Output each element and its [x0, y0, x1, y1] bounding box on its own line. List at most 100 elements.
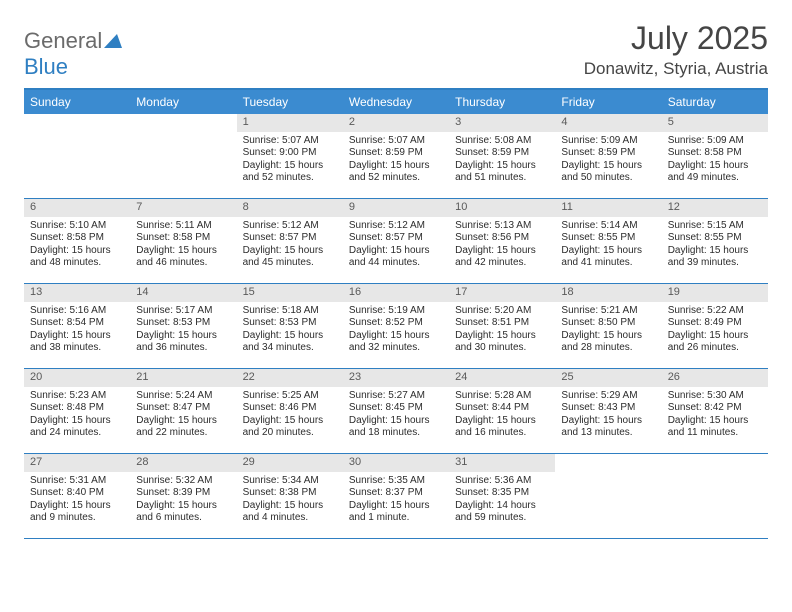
daylight-text: Daylight: 15 hours and 41 minutes. [561, 245, 655, 270]
day-number: 28 [130, 454, 236, 472]
day-cell: 29Sunrise: 5:34 AMSunset: 8:38 PMDayligh… [237, 454, 343, 538]
day-number: 24 [449, 369, 555, 387]
empty-day [555, 454, 661, 538]
daylight-text: Daylight: 15 hours and 45 minutes. [243, 245, 337, 270]
day-number: 11 [555, 199, 661, 217]
title-block: July 2025 Donawitz, Styria, Austria [584, 20, 768, 79]
day-cell: 2Sunrise: 5:07 AMSunset: 8:59 PMDaylight… [343, 114, 449, 198]
week-row: 1Sunrise: 5:07 AMSunset: 9:00 PMDaylight… [24, 114, 768, 199]
day-body: Sunrise: 5:25 AMSunset: 8:46 PMDaylight:… [237, 387, 343, 445]
week-row: 6Sunrise: 5:10 AMSunset: 8:58 PMDaylight… [24, 199, 768, 284]
day-body: Sunrise: 5:19 AMSunset: 8:52 PMDaylight:… [343, 302, 449, 360]
day-cell: 22Sunrise: 5:25 AMSunset: 8:46 PMDayligh… [237, 369, 343, 453]
sunset-text: Sunset: 8:49 PM [668, 317, 762, 330]
day-number: 19 [662, 284, 768, 302]
dow-cell: Friday [555, 90, 661, 114]
week-row: 20Sunrise: 5:23 AMSunset: 8:48 PMDayligh… [24, 369, 768, 454]
day-number: 9 [343, 199, 449, 217]
day-of-week-header: SundayMondayTuesdayWednesdayThursdayFrid… [24, 90, 768, 114]
sunrise-text: Sunrise: 5:10 AM [30, 220, 124, 233]
daylight-text: Daylight: 15 hours and 4 minutes. [243, 500, 337, 525]
day-cell: 21Sunrise: 5:24 AMSunset: 8:47 PMDayligh… [130, 369, 236, 453]
day-body: Sunrise: 5:08 AMSunset: 8:59 PMDaylight:… [449, 132, 555, 190]
sunrise-text: Sunrise: 5:09 AM [668, 135, 762, 148]
daylight-text: Daylight: 15 hours and 1 minute. [349, 500, 443, 525]
week-row: 13Sunrise: 5:16 AMSunset: 8:54 PMDayligh… [24, 284, 768, 369]
day-cell: 14Sunrise: 5:17 AMSunset: 8:53 PMDayligh… [130, 284, 236, 368]
week-row: 27Sunrise: 5:31 AMSunset: 8:40 PMDayligh… [24, 454, 768, 539]
day-body: Sunrise: 5:36 AMSunset: 8:35 PMDaylight:… [449, 472, 555, 530]
sunset-text: Sunset: 8:59 PM [455, 147, 549, 160]
day-body: Sunrise: 5:16 AMSunset: 8:54 PMDaylight:… [24, 302, 130, 360]
sunrise-text: Sunrise: 5:20 AM [455, 305, 549, 318]
daylight-text: Daylight: 15 hours and 28 minutes. [561, 330, 655, 355]
sunset-text: Sunset: 8:54 PM [30, 317, 124, 330]
daylight-text: Daylight: 15 hours and 52 minutes. [243, 160, 337, 185]
sunrise-text: Sunrise: 5:32 AM [136, 475, 230, 488]
sunrise-text: Sunrise: 5:12 AM [243, 220, 337, 233]
day-body: Sunrise: 5:15 AMSunset: 8:55 PMDaylight:… [662, 217, 768, 275]
sunset-text: Sunset: 8:58 PM [136, 232, 230, 245]
day-number: 1 [237, 114, 343, 132]
sunrise-text: Sunrise: 5:25 AM [243, 390, 337, 403]
day-body: Sunrise: 5:24 AMSunset: 8:47 PMDaylight:… [130, 387, 236, 445]
dow-cell: Monday [130, 90, 236, 114]
day-body: Sunrise: 5:10 AMSunset: 8:58 PMDaylight:… [24, 217, 130, 275]
day-body: Sunrise: 5:34 AMSunset: 8:38 PMDaylight:… [237, 472, 343, 530]
day-body: Sunrise: 5:12 AMSunset: 8:57 PMDaylight:… [343, 217, 449, 275]
day-number: 25 [555, 369, 661, 387]
daylight-text: Daylight: 14 hours and 59 minutes. [455, 500, 549, 525]
daylight-text: Daylight: 15 hours and 16 minutes. [455, 415, 549, 440]
day-cell: 30Sunrise: 5:35 AMSunset: 8:37 PMDayligh… [343, 454, 449, 538]
sunrise-text: Sunrise: 5:11 AM [136, 220, 230, 233]
day-cell: 25Sunrise: 5:29 AMSunset: 8:43 PMDayligh… [555, 369, 661, 453]
dow-cell: Sunday [24, 90, 130, 114]
day-number: 3 [449, 114, 555, 132]
empty-day [130, 114, 236, 198]
day-body: Sunrise: 5:07 AMSunset: 9:00 PMDaylight:… [237, 132, 343, 190]
day-cell: 7Sunrise: 5:11 AMSunset: 8:58 PMDaylight… [130, 199, 236, 283]
sunrise-text: Sunrise: 5:30 AM [668, 390, 762, 403]
day-number: 13 [24, 284, 130, 302]
sunset-text: Sunset: 8:45 PM [349, 402, 443, 415]
sunset-text: Sunset: 8:57 PM [349, 232, 443, 245]
month-title: July 2025 [584, 20, 768, 57]
day-number: 4 [555, 114, 661, 132]
day-number: 21 [130, 369, 236, 387]
sunrise-text: Sunrise: 5:36 AM [455, 475, 549, 488]
header: General Blue July 2025 Donawitz, Styria,… [24, 20, 768, 80]
day-cell: 5Sunrise: 5:09 AMSunset: 8:58 PMDaylight… [662, 114, 768, 198]
day-number: 22 [237, 369, 343, 387]
daylight-text: Daylight: 15 hours and 38 minutes. [30, 330, 124, 355]
sunset-text: Sunset: 8:55 PM [668, 232, 762, 245]
sunrise-text: Sunrise: 5:17 AM [136, 305, 230, 318]
daylight-text: Daylight: 15 hours and 9 minutes. [30, 500, 124, 525]
day-cell: 8Sunrise: 5:12 AMSunset: 8:57 PMDaylight… [237, 199, 343, 283]
daylight-text: Daylight: 15 hours and 52 minutes. [349, 160, 443, 185]
daylight-text: Daylight: 15 hours and 22 minutes. [136, 415, 230, 440]
sunset-text: Sunset: 9:00 PM [243, 147, 337, 160]
sunrise-text: Sunrise: 5:13 AM [455, 220, 549, 233]
day-body: Sunrise: 5:29 AMSunset: 8:43 PMDaylight:… [555, 387, 661, 445]
daylight-text: Daylight: 15 hours and 50 minutes. [561, 160, 655, 185]
sunrise-text: Sunrise: 5:09 AM [561, 135, 655, 148]
sunrise-text: Sunrise: 5:27 AM [349, 390, 443, 403]
day-number: 14 [130, 284, 236, 302]
day-number: 5 [662, 114, 768, 132]
sunset-text: Sunset: 8:40 PM [30, 487, 124, 500]
day-cell: 16Sunrise: 5:19 AMSunset: 8:52 PMDayligh… [343, 284, 449, 368]
sunrise-text: Sunrise: 5:07 AM [349, 135, 443, 148]
day-body: Sunrise: 5:17 AMSunset: 8:53 PMDaylight:… [130, 302, 236, 360]
daylight-text: Daylight: 15 hours and 44 minutes. [349, 245, 443, 270]
day-cell: 20Sunrise: 5:23 AMSunset: 8:48 PMDayligh… [24, 369, 130, 453]
day-body: Sunrise: 5:09 AMSunset: 8:58 PMDaylight:… [662, 132, 768, 190]
day-body: Sunrise: 5:18 AMSunset: 8:53 PMDaylight:… [237, 302, 343, 360]
daylight-text: Daylight: 15 hours and 30 minutes. [455, 330, 549, 355]
day-cell: 18Sunrise: 5:21 AMSunset: 8:50 PMDayligh… [555, 284, 661, 368]
sunrise-text: Sunrise: 5:24 AM [136, 390, 230, 403]
day-cell: 27Sunrise: 5:31 AMSunset: 8:40 PMDayligh… [24, 454, 130, 538]
day-number: 18 [555, 284, 661, 302]
sunrise-text: Sunrise: 5:15 AM [668, 220, 762, 233]
day-cell: 19Sunrise: 5:22 AMSunset: 8:49 PMDayligh… [662, 284, 768, 368]
day-number: 7 [130, 199, 236, 217]
